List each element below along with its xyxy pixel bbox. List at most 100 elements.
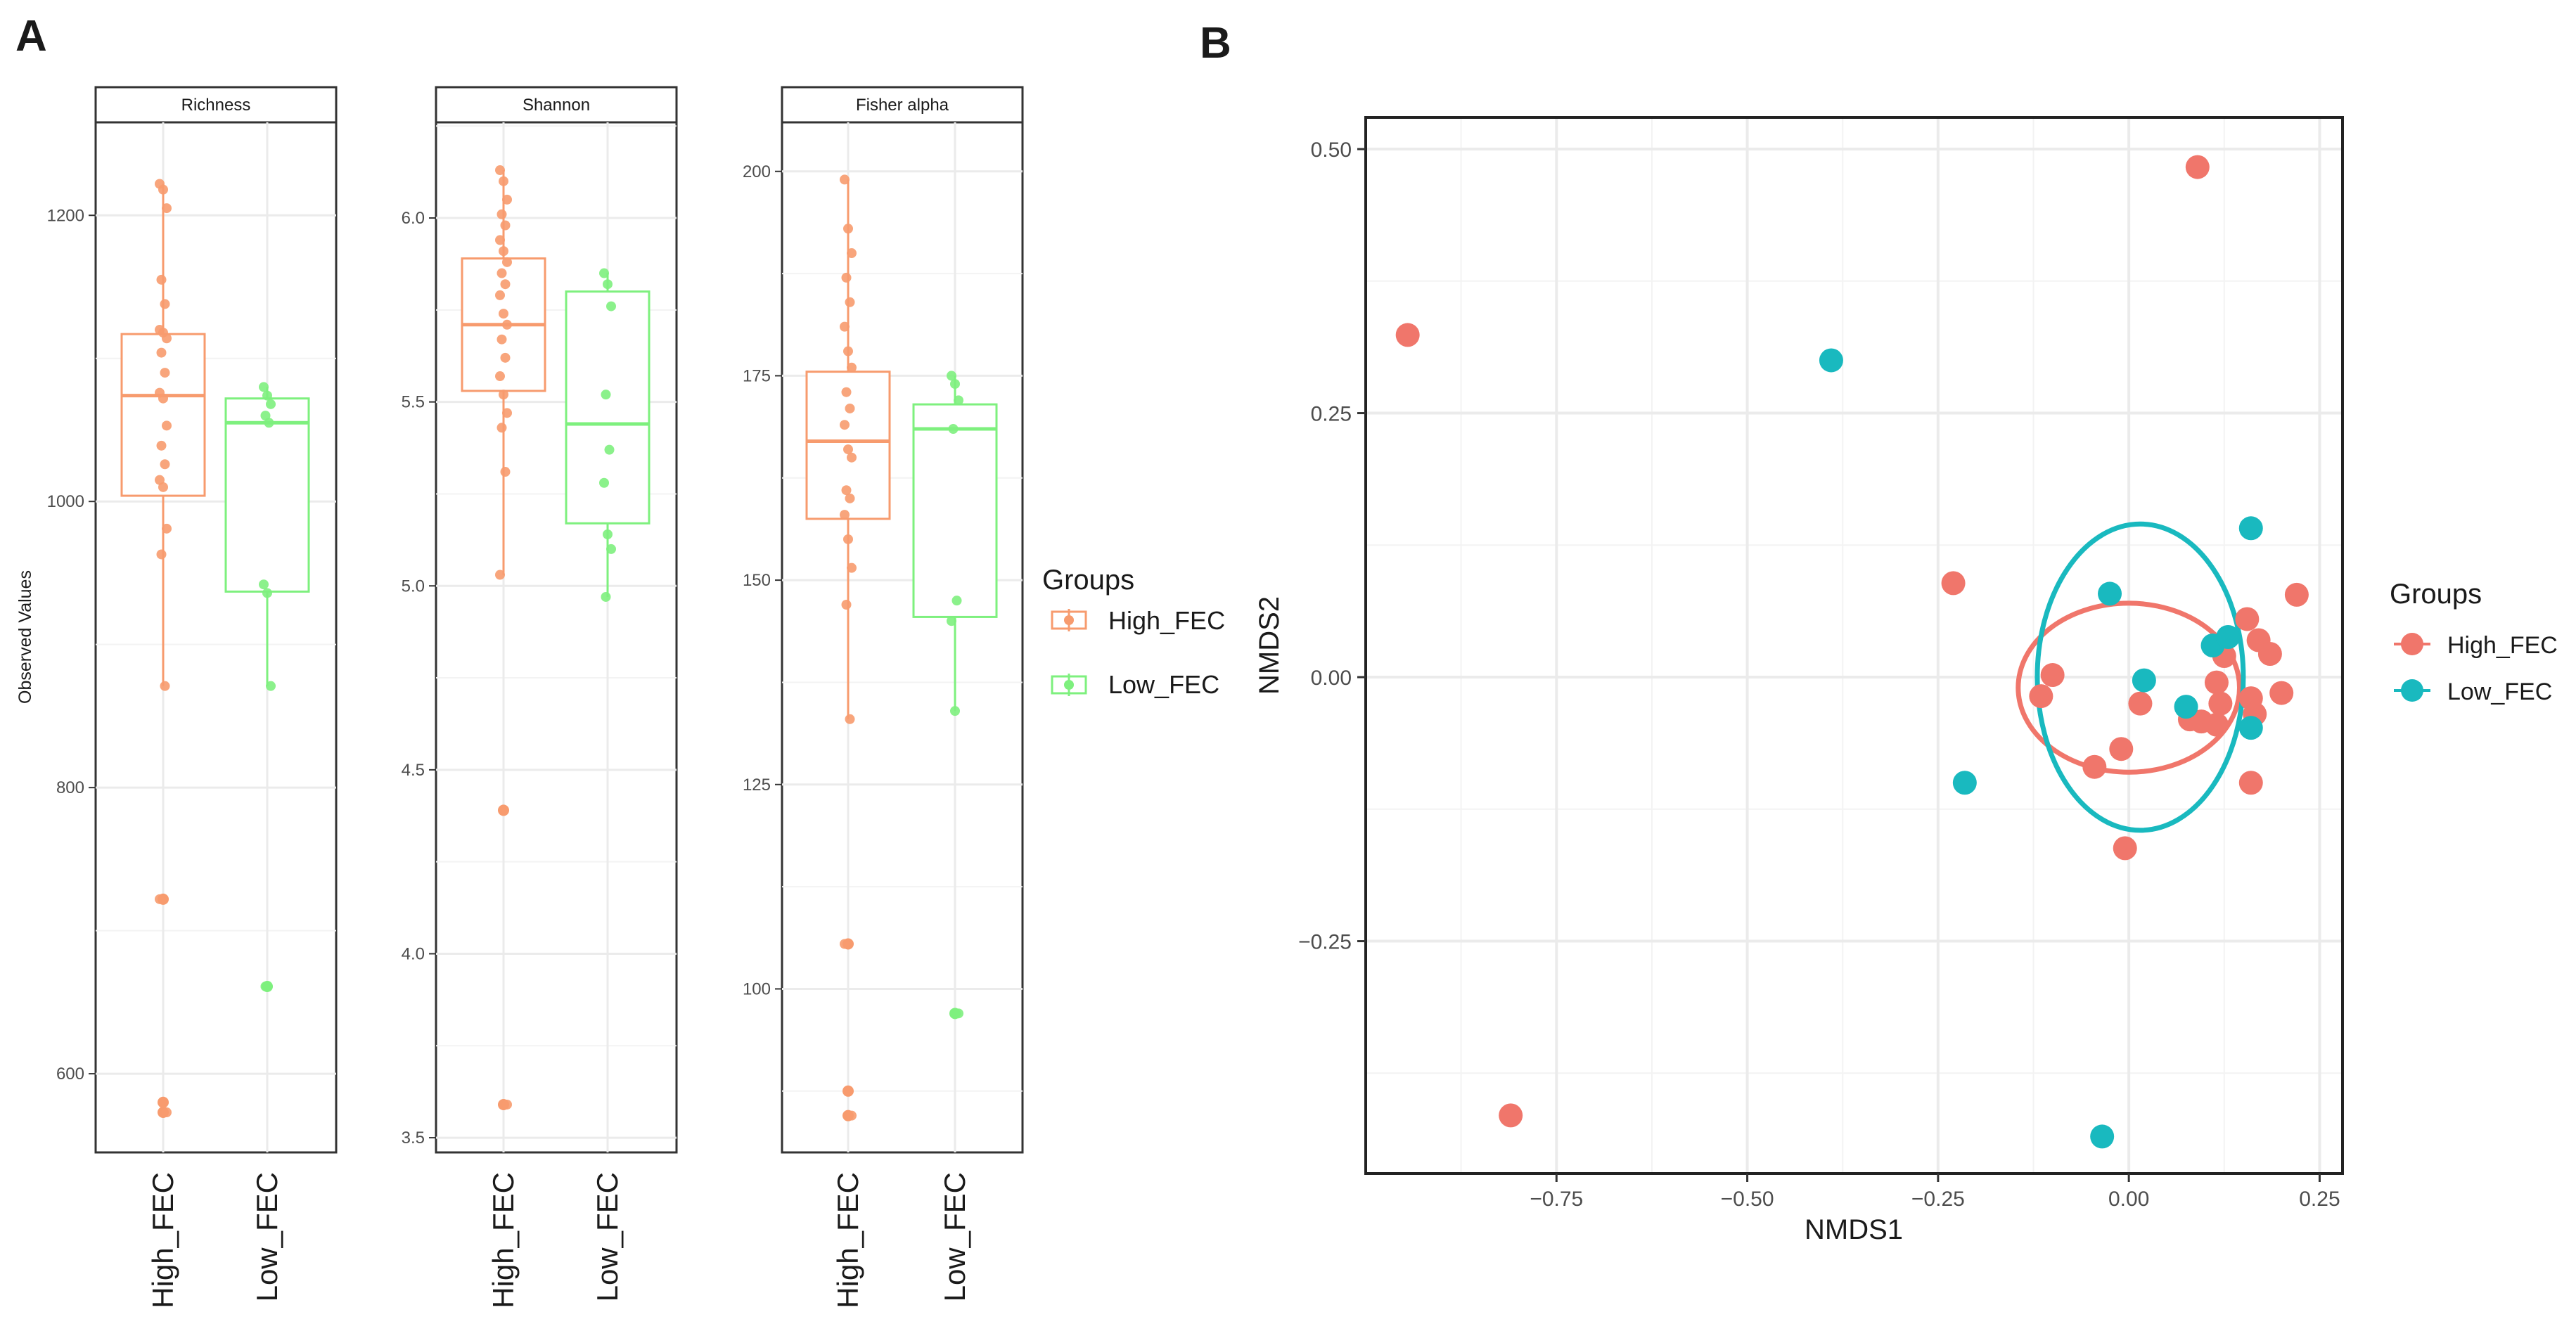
boxplot-legend: Groups High_FEC Low_FEC [1042,565,1225,699]
richness-data-point [158,393,168,404]
nmds-point-high-fec [2185,155,2210,179]
shannon-data-point [601,591,611,602]
nmds-point-low-fec [2132,668,2156,693]
fisher-alpha-y-tick-label: 175 [743,366,771,385]
nmds-legend-label-high-fec: High_FEC [2447,632,2558,659]
shannon-data-point [499,309,508,319]
richness-data-point [160,681,170,691]
nmds-ylabel: NMDS2 [1254,596,1285,695]
fisher-alpha-data-point [843,346,853,356]
shannon-data-point [603,529,613,539]
nmds-point-high-fec [2109,737,2134,761]
fisher-alpha-data-point [845,297,855,307]
shannon-data-point [606,301,616,311]
shannon-data-point [502,194,512,205]
richness-data-point [266,681,276,691]
shannon-y-tick-label: 4.5 [402,761,425,780]
nmds-point-high-fec [2269,681,2294,705]
legend-dot-low-fec [2401,679,2423,702]
fisher-alpha-x-label: High_FEC [831,1172,864,1309]
fisher-alpha-data-point [954,395,963,406]
legend-key-low-fec [1051,674,1087,696]
shannon-data-point [500,279,511,290]
richness-data-point [156,549,167,560]
richness-data-point [162,420,172,431]
nmds-point-low-fec [2238,516,2263,541]
shannon-data-point [502,1099,512,1110]
richness-data-point [160,459,170,470]
nmds-legend-title: Groups [2390,579,2482,610]
shannon-data-point [495,165,505,176]
panel-label-b: B [1200,19,1231,67]
richness-data-point [266,399,276,409]
fisher-alpha-plot-area [781,121,1024,1154]
shannon-data-point [500,220,511,231]
nmds-frame [1364,116,2344,1175]
nmds-point-low-fec [1952,771,1977,795]
nmds-x-tick-label: −0.50 [1721,1188,1774,1211]
nmds-point-high-fec [2257,642,2282,667]
fisher-alpha-data-point [947,616,956,626]
richness-y-tick-label: 600 [56,1065,84,1084]
nmds-legend-label-low-fec: Low_FEC [2447,679,2552,705]
fisher-alpha-y-tick-label: 150 [743,571,771,590]
shannon-data-point [496,209,507,219]
fisher-alpha-data-point [840,174,850,185]
fisher-alpha-title: Fisher alpha [856,96,949,115]
richness-data-point [262,390,272,401]
fisher-alpha-data-point [840,420,850,430]
shannon-data-point [499,246,508,257]
legend-dot-high-fec [2401,633,2423,655]
shannon-data-point [496,423,507,433]
nmds-scatter: −0.75 −0.50 −0.25 0.00 0.25 −0.25 0.00 0.25 0.50… [1254,116,2344,1245]
richness-box-low-fec [224,397,310,593]
panel-label-a: A [15,12,47,60]
boxplot-legend-title: Groups [1042,565,1134,596]
shannon-x-label: Low_FEC [591,1172,624,1301]
fisher-alpha-data-point [847,248,857,259]
shannon-data-point [599,477,609,488]
shannon-data-point [604,444,615,455]
richness-data-point [156,274,167,285]
shannon-data-point [495,290,505,300]
legend-label-low-fec: Low_FEC [1108,670,1219,699]
shannon-strip [435,86,678,124]
fisher-alpha-y-tick-label: 100 [743,979,771,998]
richness-data-point [162,333,172,344]
shannon-data-point [500,467,511,477]
shannon-y-tick-label: 3.5 [402,1129,425,1147]
shannon-y-tick-label: 5.0 [402,577,425,596]
shannon-data-point [499,176,508,186]
nmds-point-low-fec [2098,581,2122,606]
richness-strip [94,86,338,124]
nmds-point-high-fec [2082,754,2107,779]
richness-data-point [155,894,165,904]
richness-data-point [160,368,170,378]
nmds-ellipse-low-fec [2034,521,2246,833]
fisher-alpha-box-low-fec [912,403,998,618]
richness-data-point [259,579,269,590]
fisher-alpha-data-point [954,1008,963,1019]
richness-ylabel: Observed Values [15,570,35,704]
nmds-point-low-fec [1819,348,1843,373]
fisher-alpha-data-point [950,379,960,390]
richness-plot-area [94,121,338,1154]
fisher-alpha-y-tick-label: 125 [743,776,771,795]
shannon-data-point [495,371,505,382]
shannon-data-point [496,268,507,278]
nmds-ellipse-high-fec [2016,600,2243,775]
richness-data-point [162,1107,172,1118]
richness-y-tick-label: 800 [56,778,84,797]
nmds-point-high-fec [2204,712,2229,737]
shannon-x-label: High_FEC [487,1172,520,1309]
nmds-xlabel: NMDS1 [1805,1214,1903,1245]
nmds-point-high-fec [2284,582,2309,607]
fisher-alpha-data-point [847,362,857,373]
nmds-point-low-fec [2090,1124,2115,1149]
fisher-alpha-data-point [841,485,852,496]
nmds-y-tick-label: −0.25 [1298,931,1352,954]
nmds-point-high-fec [2113,836,2137,861]
nmds-point-high-fec [2128,691,2153,716]
